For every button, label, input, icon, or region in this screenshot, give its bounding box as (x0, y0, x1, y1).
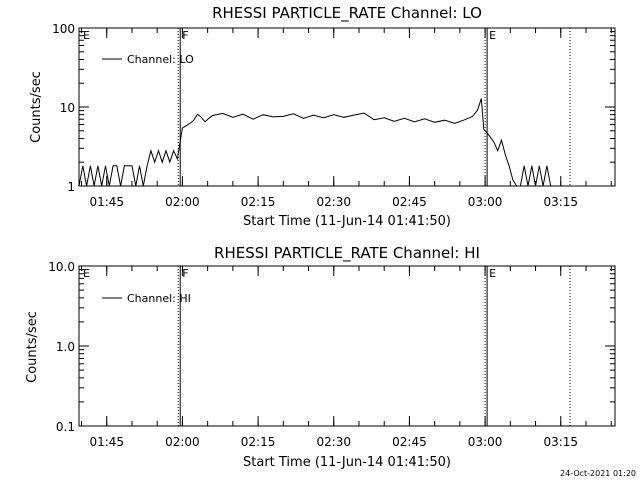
x-axis: 01:45 02:00 02:15 02:30 02:45 03:00 03:15 (81, 266, 612, 449)
x-tick-label: 02:30 (316, 435, 351, 449)
x-tick-label: 03:00 (468, 435, 503, 449)
y-tick-label: 10 (60, 101, 75, 115)
footer-timestamp: 24-Oct-2021 01:20 (560, 469, 636, 478)
chart-title: RHESSI PARTICLE_RATE Channel: HI (214, 244, 480, 263)
marker-label: F (182, 29, 188, 42)
x-tick-label: 01:45 (89, 195, 124, 209)
series-line (78, 98, 555, 187)
x-tick-label: 02:30 (316, 195, 351, 209)
marker-label: E (83, 29, 90, 42)
x-tick-label: 02:00 (165, 435, 200, 449)
plot-frame (78, 265, 616, 427)
y-axis: 1 10 100 (52, 22, 615, 194)
x-tick-label: 03:00 (468, 195, 503, 209)
series-layer (78, 98, 555, 187)
x-tick-label: 02:15 (241, 195, 276, 209)
chart-title: RHESSI PARTICLE_RATE Channel: LO (212, 4, 482, 23)
y-tick-label: 1 (67, 180, 75, 194)
y-tick-label: 0.1 (56, 420, 75, 434)
y-tick-label: 10.0 (48, 260, 75, 274)
x-tick-label: 02:45 (392, 195, 427, 209)
x-tick-label: 02:15 (241, 435, 276, 449)
x-axis-label: Start Time (11-Jun-14 01:41:50) (243, 214, 451, 229)
marker-label: F (182, 267, 188, 280)
legend-label: Channel: LO (127, 53, 194, 66)
marker-label: E (489, 267, 496, 280)
x-axis-label: Start Time (11-Jun-14 01:41:50) (243, 455, 451, 470)
y-axis-label: Counts/sec (25, 311, 40, 383)
y-axis: 0.1 1.0 10.0 (48, 260, 615, 434)
x-axis: 01:45 02:00 02:15 02:30 02:45 03:00 03:15 (81, 28, 612, 209)
y-tick-label: 1.0 (56, 340, 75, 354)
legend: Channel: LO (102, 53, 194, 66)
panel-lo: RHESSI PARTICLE_RATE Channel: LO 110100 … (29, 4, 616, 229)
y-tick-label: 100 (52, 22, 75, 36)
y-axis-label: Counts/sec (29, 71, 44, 143)
panel-hi: RHESSI PARTICLE_RATE Channel: HI 0.1 1.0 1… (25, 244, 616, 470)
legend: Channel: HI (102, 292, 191, 305)
x-tick-label: 01:45 (89, 435, 124, 449)
marker-label: E (489, 29, 496, 42)
marker-label: E (83, 267, 90, 280)
x-tick-label: 02:00 (165, 195, 200, 209)
legend-label: Channel: HI (127, 292, 191, 305)
plot-frame (78, 27, 616, 187)
x-tick-label: 02:45 (392, 435, 427, 449)
x-tick-label: 03:15 (543, 435, 578, 449)
x-tick-label: 03:15 (543, 195, 578, 209)
